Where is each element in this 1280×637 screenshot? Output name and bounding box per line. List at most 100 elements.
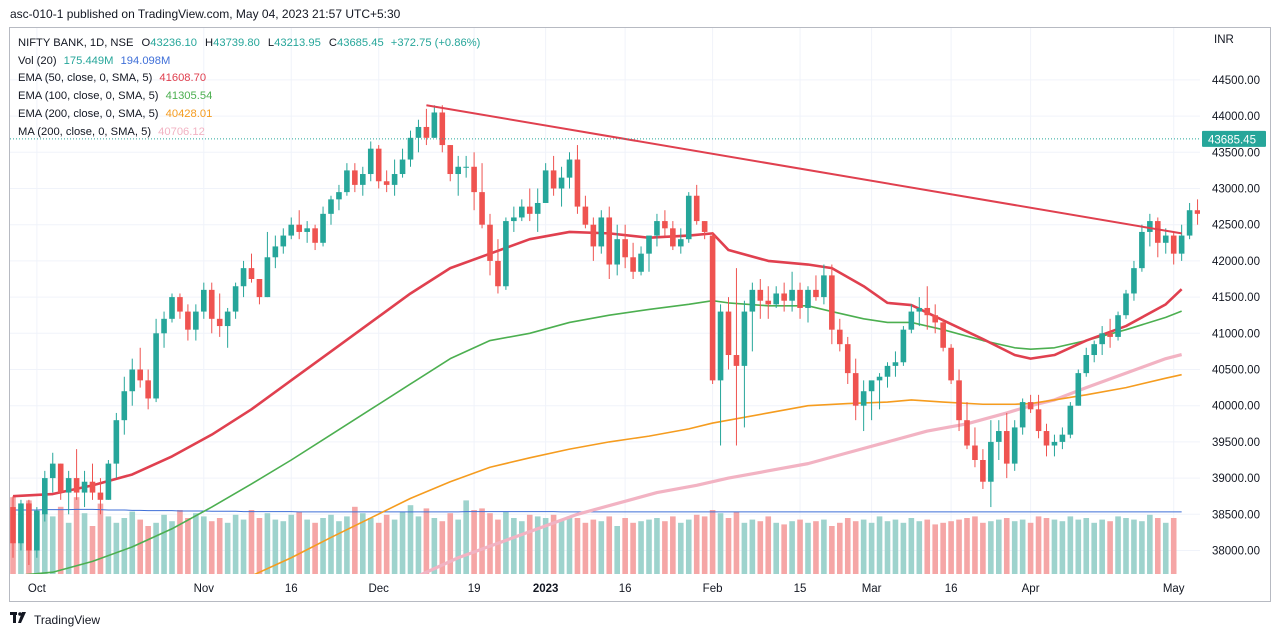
candle-body [1139,231,1145,269]
candle-body [693,195,700,222]
candle [1003,412,1010,479]
candle-body [622,239,628,258]
candle [1147,213,1153,247]
candle-body [805,289,811,308]
candle [773,286,779,308]
price-tick-label: 38000.00 [1212,546,1260,558]
trendline[interactable] [426,104,1182,235]
legend-ema100-row[interactable]: EMA (100, close, 0, SMA, 5) 41305.54 [18,88,480,106]
candle [781,282,787,312]
candle-body [57,463,64,493]
volume-bar [1003,518,1010,574]
volume-bar [852,521,859,574]
candle-body [1155,221,1161,243]
volume-bar [519,521,525,574]
candle [1043,423,1050,457]
candle [852,358,859,421]
candle [495,239,501,294]
legend-ema200-row[interactable]: EMA (200, close, 0, SMA, 5) 40428.01 [18,106,480,124]
candle [1035,394,1042,439]
candle-body [65,478,72,493]
candle-body [948,347,954,381]
candle-body [224,311,231,327]
candle [511,206,517,232]
candle [749,282,756,352]
candle [105,460,112,500]
volume-bar [797,519,803,574]
candle-body [725,311,732,356]
candle-body [526,206,533,214]
legend-ohlc-row[interactable]: NIFTY BANK, 1D, NSE O43236.10 H43739.80 … [18,35,480,53]
low-value: 43213.95 [274,37,321,49]
candle [320,206,326,247]
volume-bar [1035,516,1042,574]
time-axis[interactable]: Oct Nov 16 Dec 19 2023 16 Feb 15 Mar 16 Apr May [28,583,1185,595]
candle-body [272,246,279,258]
candle-body [26,503,32,551]
volume-bar [749,519,756,574]
symbol-label[interactable]: NIFTY BANK, 1D, NSE [18,37,134,49]
candles [10,105,1200,565]
candle-body [312,228,318,243]
volume-bar [264,513,271,574]
volume-bar [996,519,1002,574]
currency-label[interactable]: INR [1214,34,1234,46]
candle [336,184,342,211]
candle [1051,434,1058,457]
candle-body [749,289,756,312]
volume-bar [821,519,827,574]
candle [264,231,271,298]
candle [598,210,605,254]
volume-bar [256,518,263,574]
legend-ma200-row[interactable]: MA (200, close, 0, SMA, 5) 40706.12 [18,124,480,142]
candle-body [248,268,255,279]
volume-bar [892,519,899,574]
candle-body [1083,355,1090,374]
time-tick-label: Mar [862,583,882,595]
candle-body [1131,268,1137,294]
candle-body [185,311,191,330]
volume-bar [137,519,143,574]
candle-body [558,177,565,189]
candle-body [1099,333,1105,345]
candle-body [383,181,390,185]
price-tick-label: 40000.00 [1212,401,1260,413]
volume-bar [924,519,931,574]
candle [256,279,263,305]
candle [1067,402,1074,439]
chart-frame[interactable] [9,27,1271,602]
volume-bar [479,508,485,574]
volume-bar [113,522,120,574]
candle-body [10,507,16,544]
ema200-value: 40428.01 [165,107,213,120]
candle [272,235,279,269]
candle-body [678,239,684,247]
candle [892,351,899,377]
candle-body [797,289,803,308]
candle [455,155,461,196]
volume-bar [638,521,644,574]
candle-body [1107,333,1113,337]
price-axis[interactable]: 38000.00 38500.00 39000.00 39500.00 40000.00… [1202,75,1266,558]
candle-body [654,221,660,236]
volume-bar [49,516,56,574]
candle-body [18,503,24,544]
publish-header: asc-010-1 published on TradingView.com, … [10,7,400,21]
candle [10,496,16,558]
candle-body [701,221,708,232]
candle [916,297,923,327]
volume-bar [542,518,549,574]
legend-volume-row[interactable]: Vol (20) 175.449M 194.098M [18,53,480,71]
time-tick-label: 16 [285,583,298,595]
candle [201,282,207,319]
candle [582,195,589,229]
candle [622,224,628,269]
legend-ema50-row[interactable]: EMA (50, close, 0, SMA, 5) 41608.70 [18,70,480,88]
volume-bar [813,521,819,574]
candle-body [375,148,382,182]
volume-bar [948,521,954,574]
volume-bar [1115,516,1121,574]
price-tick-label: 42500.00 [1212,220,1260,232]
candle [1186,202,1193,240]
